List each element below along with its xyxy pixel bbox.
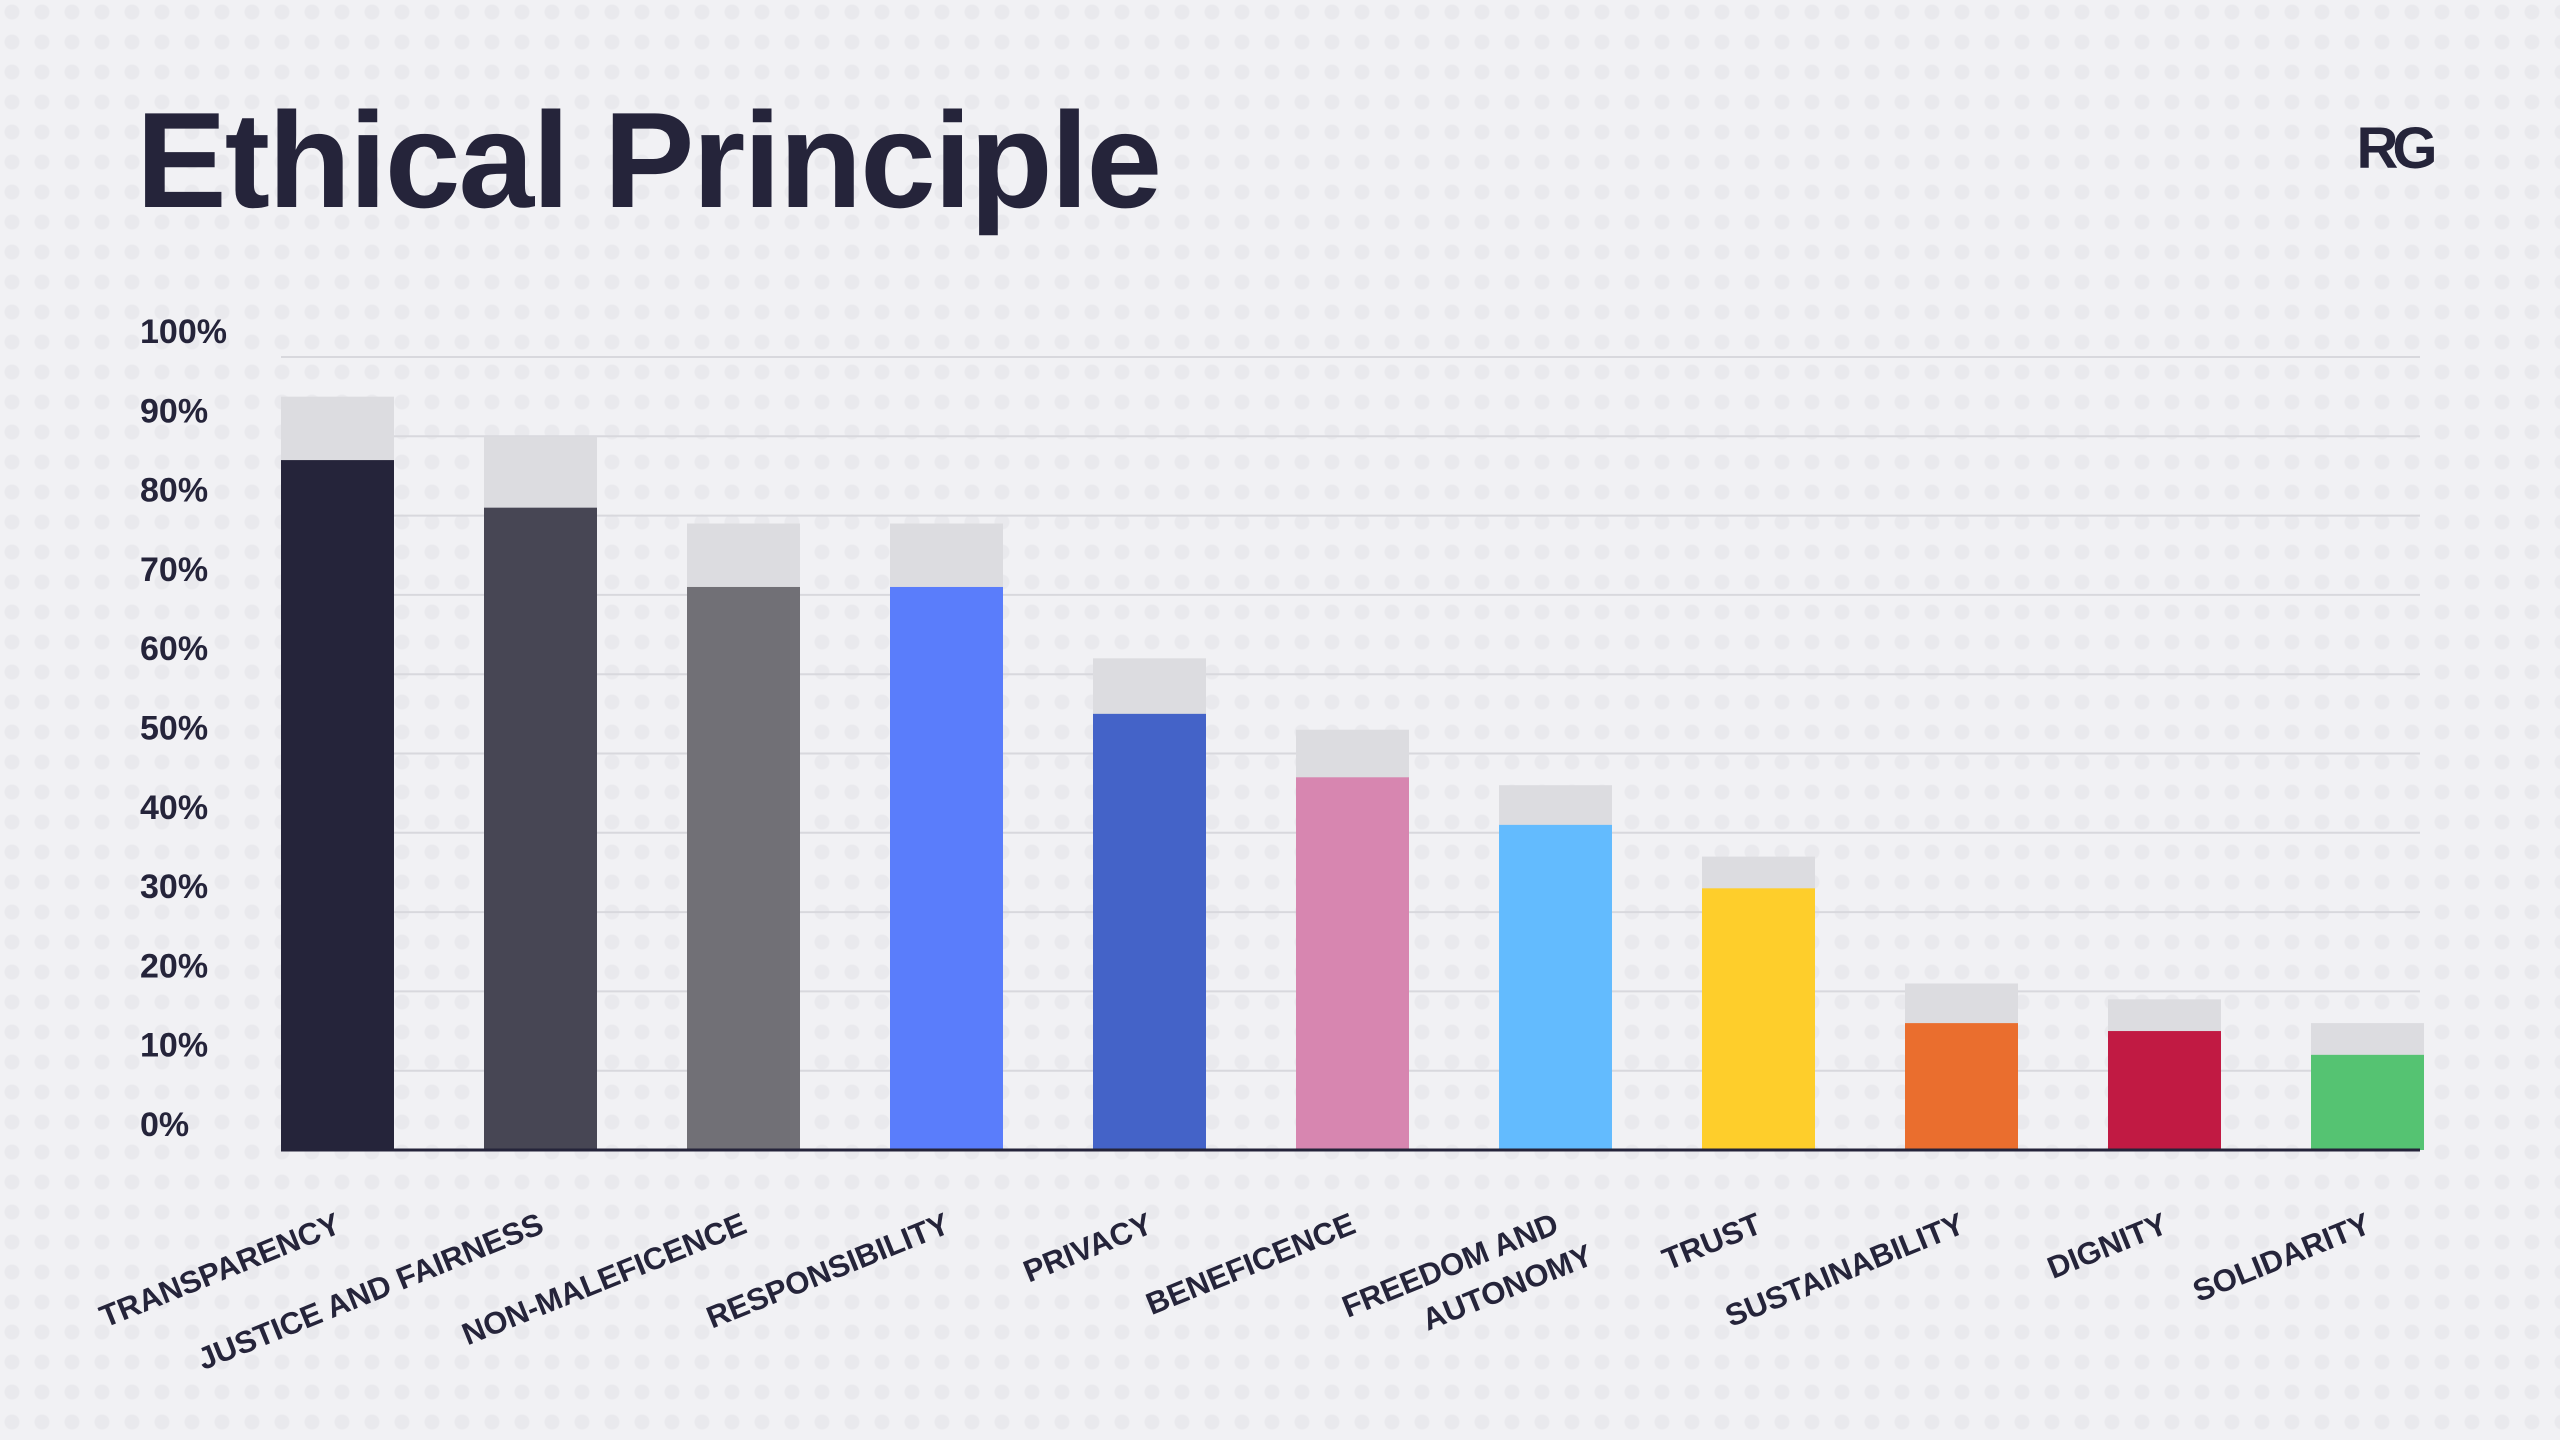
x-tick-label-line: DIGNITY [2042, 1206, 2172, 1286]
bar [1499, 824, 1612, 1150]
y-axis-ticks: 0% 10% 20% 30% 40% 50% 60% 70% 80% 90% 100% [140, 313, 227, 1144]
y-tick-label: 10% [140, 1027, 208, 1065]
rg-logo-icon: RG [2357, 118, 2441, 178]
bar [2311, 1054, 2424, 1150]
y-tick-label: 0% [140, 1106, 189, 1144]
x-tick-label-line: PRIVACY [1018, 1206, 1157, 1289]
bar [2108, 1031, 2221, 1150]
chart-title: Ethical Principle [136, 84, 1162, 236]
y-tick-label: 100% [140, 313, 227, 351]
logo-text: RG [2357, 118, 2435, 178]
x-tick-label: FREEDOM ANDAUTONOMY [1337, 1198, 1598, 1363]
bar [1905, 1023, 2018, 1150]
bar [281, 460, 394, 1151]
x-tick-label: DIGNITY [2042, 1206, 2172, 1286]
x-tick-label: PRIVACY [1018, 1206, 1157, 1289]
y-tick-label: 40% [140, 789, 208, 827]
x-tick-label-line: SOLIDARITY [2188, 1206, 2375, 1309]
x-tick-label-line: JUSTICE AND FAIRNESS [193, 1206, 548, 1377]
bar [484, 507, 597, 1150]
x-tick-label: SOLIDARITY [2188, 1206, 2375, 1309]
x-tick-label: TRUST [1657, 1206, 1766, 1277]
y-tick-label: 70% [140, 551, 208, 589]
y-tick-label: 80% [140, 472, 208, 510]
bar [1702, 888, 1815, 1150]
x-tick-label-line: TRUST [1657, 1206, 1766, 1277]
bars [281, 396, 2424, 1151]
bar [1296, 777, 1409, 1150]
bar [687, 586, 800, 1150]
y-tick-label: 20% [140, 947, 208, 985]
y-tick-label: 30% [140, 868, 208, 906]
y-tick-label: 50% [140, 710, 208, 748]
bar [890, 586, 1003, 1150]
bar [1093, 713, 1206, 1150]
x-tick-label: BENEFICENCE [1141, 1206, 1360, 1322]
x-tick-label-line: BENEFICENCE [1141, 1206, 1360, 1322]
y-tick-label: 60% [140, 630, 208, 668]
x-tick-label: JUSTICE AND FAIRNESS [193, 1206, 548, 1377]
y-tick-label: 90% [140, 392, 208, 430]
